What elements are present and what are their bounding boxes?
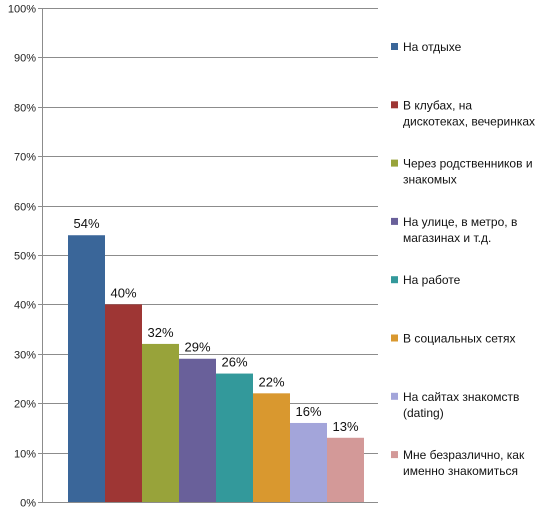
legend-line: (dating) [403, 406, 444, 420]
legend-entry: На работе [403, 273, 461, 287]
legend-line: магазинах и т.д. [403, 231, 491, 245]
legend-line: дискотеках, вечеринках [403, 114, 535, 128]
legend-entry: В социальных сетях [403, 332, 516, 346]
data-labels: 54% 40% 32% 29% 26% 22% 16% 13% [73, 216, 358, 434]
bar [327, 437, 364, 502]
legend-line: На работе [403, 273, 461, 287]
y-tick-label: 70% [14, 152, 36, 164]
legend-entry: Мне безразлично, как именно знакомиться [403, 448, 525, 478]
data-label: 22% [258, 374, 284, 389]
legend-line: В социальных сетях [403, 332, 516, 346]
y-tick-label: 10% [14, 449, 36, 461]
data-label: 16% [295, 404, 321, 419]
bar [290, 422, 327, 502]
y-tick-label: 90% [14, 53, 36, 65]
legend: На отдыхе В клубах, на дискотеках, вечерин… [391, 40, 535, 478]
y-tick-label: 50% [14, 251, 36, 263]
legend-swatch [391, 217, 398, 225]
bars [68, 235, 364, 503]
y-tick-label: 100% [8, 4, 36, 16]
legend-swatch [391, 101, 398, 109]
bar [216, 373, 253, 502]
legend-swatch [391, 276, 398, 284]
legend-line: Мне безразлично, как [403, 448, 525, 462]
data-label: 26% [221, 355, 247, 370]
data-label: 54% [73, 216, 99, 231]
legend-line: именно знакомиться [403, 464, 518, 478]
legend-line: Через родственников и [403, 157, 533, 171]
legend-swatch [391, 334, 398, 342]
legend-entry: Через родственников и знакомых [403, 157, 533, 187]
legend-line: На отдыхе [403, 40, 462, 54]
legend-line: В клубах, на [403, 98, 472, 112]
y-tick-label: 80% [14, 103, 36, 115]
legend-entry: На сайтах знакомств (dating) [403, 390, 519, 420]
legend-entry: В клубах, на дискотеках, вечеринках [403, 98, 535, 128]
bar [68, 235, 105, 503]
y-tick-label: 60% [14, 202, 36, 214]
data-label: 29% [184, 340, 210, 355]
data-label: 40% [110, 285, 136, 300]
data-label: 13% [332, 419, 358, 434]
y-tick-label: 40% [14, 300, 36, 312]
legend-swatch [391, 43, 398, 50]
bar [142, 343, 179, 502]
legend-swatch [391, 159, 398, 167]
legend-line: На сайтах знакомств [403, 390, 519, 404]
legend-entry: На отдыхе [403, 40, 462, 54]
legend-entry: На улице, в метро, в магазинах и т.д. [403, 215, 517, 245]
y-axis-ticks: 0% 10% 20% 30% 40% 50% 60% 70% 80% 90% 100% [8, 4, 36, 510]
legend-line: На улице, в метро, в [403, 215, 517, 229]
data-label: 32% [147, 325, 173, 340]
y-tick-label: 20% [14, 399, 36, 411]
legend-swatch [391, 392, 398, 400]
legend-swatch [391, 451, 398, 459]
bar [253, 393, 290, 502]
bar [105, 304, 142, 502]
y-tick-label: 30% [14, 350, 36, 362]
y-tick-label: 0% [20, 498, 36, 510]
legend-line: знакомых [403, 173, 457, 187]
bar [179, 358, 216, 502]
